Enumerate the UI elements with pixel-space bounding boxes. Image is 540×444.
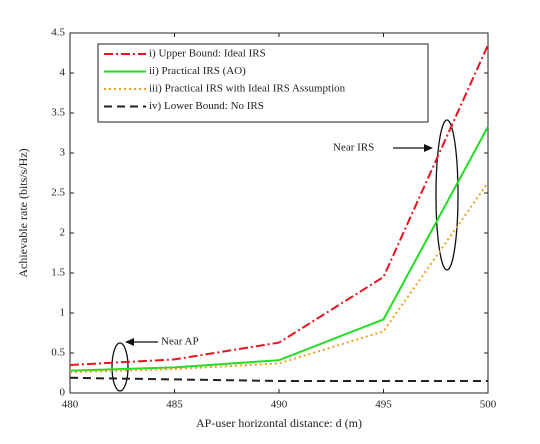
near-ap-arrowhead (125, 338, 134, 346)
y-tick-label: 1 (60, 307, 66, 319)
legend-label: ii) Practical IRS (AO) (149, 65, 246, 77)
y-tick-label: 0 (60, 387, 66, 399)
x-axis-label: AP-user horizontal distance: d (m) (196, 416, 362, 430)
legend-box (97, 43, 429, 123)
y-tick-label: 4 (60, 67, 66, 79)
series-line (69, 44, 489, 366)
y-tick-label: 0.5 (51, 347, 65, 359)
legend-label: iv) Lower Bound: No IRS (149, 100, 264, 112)
near-irs-ellipse (435, 119, 459, 271)
near-irs-arrowhead (424, 144, 433, 152)
x-tick-label: 485 (166, 399, 183, 411)
x-tick-label: 490 (271, 399, 288, 411)
x-tick-label: 500 (480, 399, 497, 411)
y-tick-label: 4.5 (51, 27, 65, 39)
y-axis-label: Achievable rate (bits/s/Hz) (16, 148, 30, 277)
x-tick-label: 495 (375, 399, 392, 411)
legend-label: iii) Practical IRS with Ideal IRS Assump… (149, 83, 346, 95)
y-tick-label: 3 (60, 147, 66, 159)
series-line (69, 126, 489, 372)
legend-label: i) Upper Bound: Ideal IRS (149, 48, 266, 60)
near-ap-ellipse (111, 342, 129, 392)
y-tick-label: 2 (60, 227, 66, 239)
annotation: Near IRS (333, 142, 374, 154)
x-tick-label: 480 (62, 399, 79, 411)
y-tick-label: 1.5 (51, 267, 65, 279)
annotation: Near AP (161, 336, 199, 348)
y-tick-label: 3.5 (51, 107, 65, 119)
series-line (69, 376, 488, 382)
y-tick-label: 2.5 (51, 187, 65, 199)
